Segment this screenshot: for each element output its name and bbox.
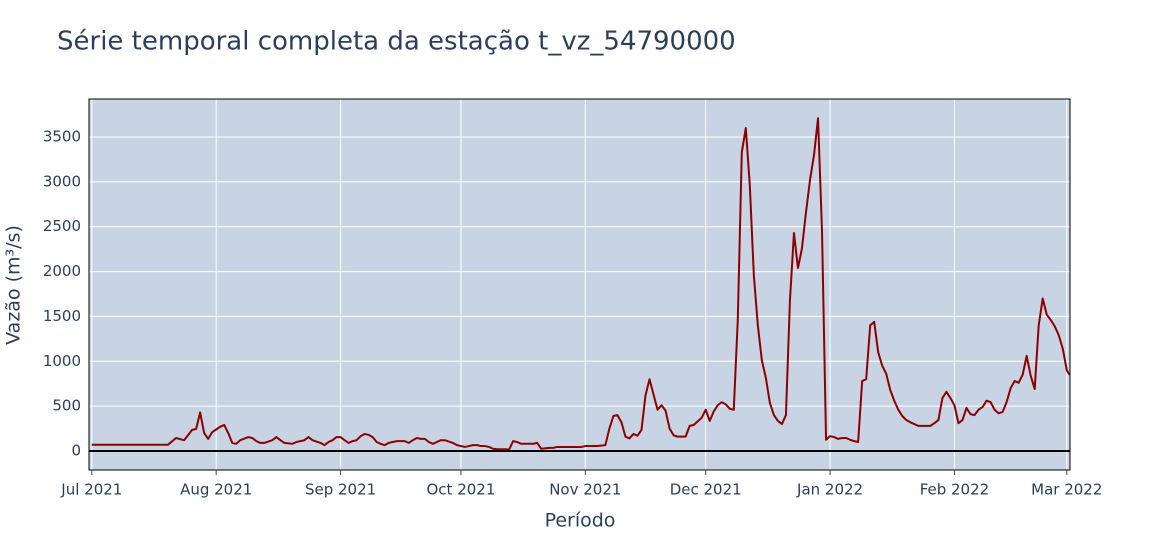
series-line [91, 117, 1071, 451]
y-tick-label: 1500 [43, 307, 81, 325]
x-tick-label: Oct 2021 [426, 481, 495, 499]
y-tick-label: 2500 [43, 217, 81, 235]
y-tick-label: 3000 [43, 172, 81, 190]
x-tick-label: Nov 2021 [549, 481, 621, 499]
y-tick-label: 2000 [43, 262, 81, 280]
chart-title: Série temporal completa da estação t_vz_… [57, 27, 736, 57]
plot-area [89, 99, 1070, 470]
x-axis-title: Período [545, 510, 616, 532]
x-tick-label: Aug 2021 [180, 481, 252, 499]
y-tick-label: 1000 [43, 352, 81, 370]
x-tick-label: Mar 2022 [1031, 481, 1102, 499]
y-tick-label: 0 [71, 441, 81, 459]
x-tick-label: Jul 2021 [60, 481, 122, 499]
y-tick-label: 3500 [43, 128, 81, 146]
y-tick-label: 500 [52, 397, 81, 415]
x-tick-label: Sep 2021 [305, 481, 376, 499]
x-tick-label: Jan 2022 [796, 481, 863, 499]
y-axis-title: Vazão (m³/s) [3, 225, 25, 345]
plot-border [88, 98, 1071, 471]
x-tick-label: Feb 2022 [920, 481, 990, 499]
x-tick-label: Dec 2021 [670, 481, 742, 499]
